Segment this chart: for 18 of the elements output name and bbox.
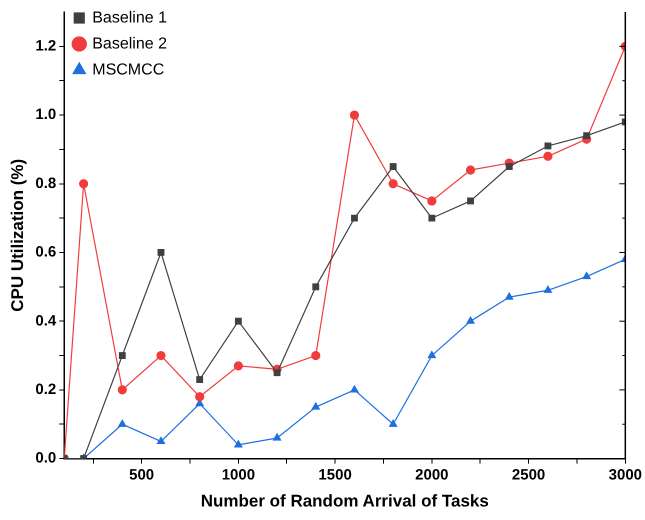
legend-label: Baseline 2 [92, 35, 168, 52]
y-tick-label: 1.0 [35, 106, 56, 124]
legend-label: Baseline 1 [92, 9, 168, 26]
x-tick-label: 3000 [608, 466, 642, 484]
x-tick-label: 500 [129, 466, 154, 484]
y-tick-label: 0.8 [35, 174, 56, 192]
y-tick-label: 1.2 [35, 37, 56, 54]
y-tick-label: 0.4 [35, 312, 57, 330]
x-tick-label: 1500 [318, 466, 352, 484]
x-tick-label: 2000 [415, 466, 449, 484]
x-tick-label: 2500 [512, 466, 546, 484]
y-tick-label: 0.2 [35, 381, 56, 398]
legend-label: MSCMCC [92, 61, 164, 78]
x-axis-title: Number of Random Arrival of Tasks [200, 491, 489, 510]
y-axis-title: CPU Utilization (%) [8, 158, 27, 312]
y-tick-label: 0.6 [35, 244, 56, 261]
x-tick-label: 1000 [222, 466, 256, 484]
y-tick-label: 0.0 [35, 450, 56, 467]
